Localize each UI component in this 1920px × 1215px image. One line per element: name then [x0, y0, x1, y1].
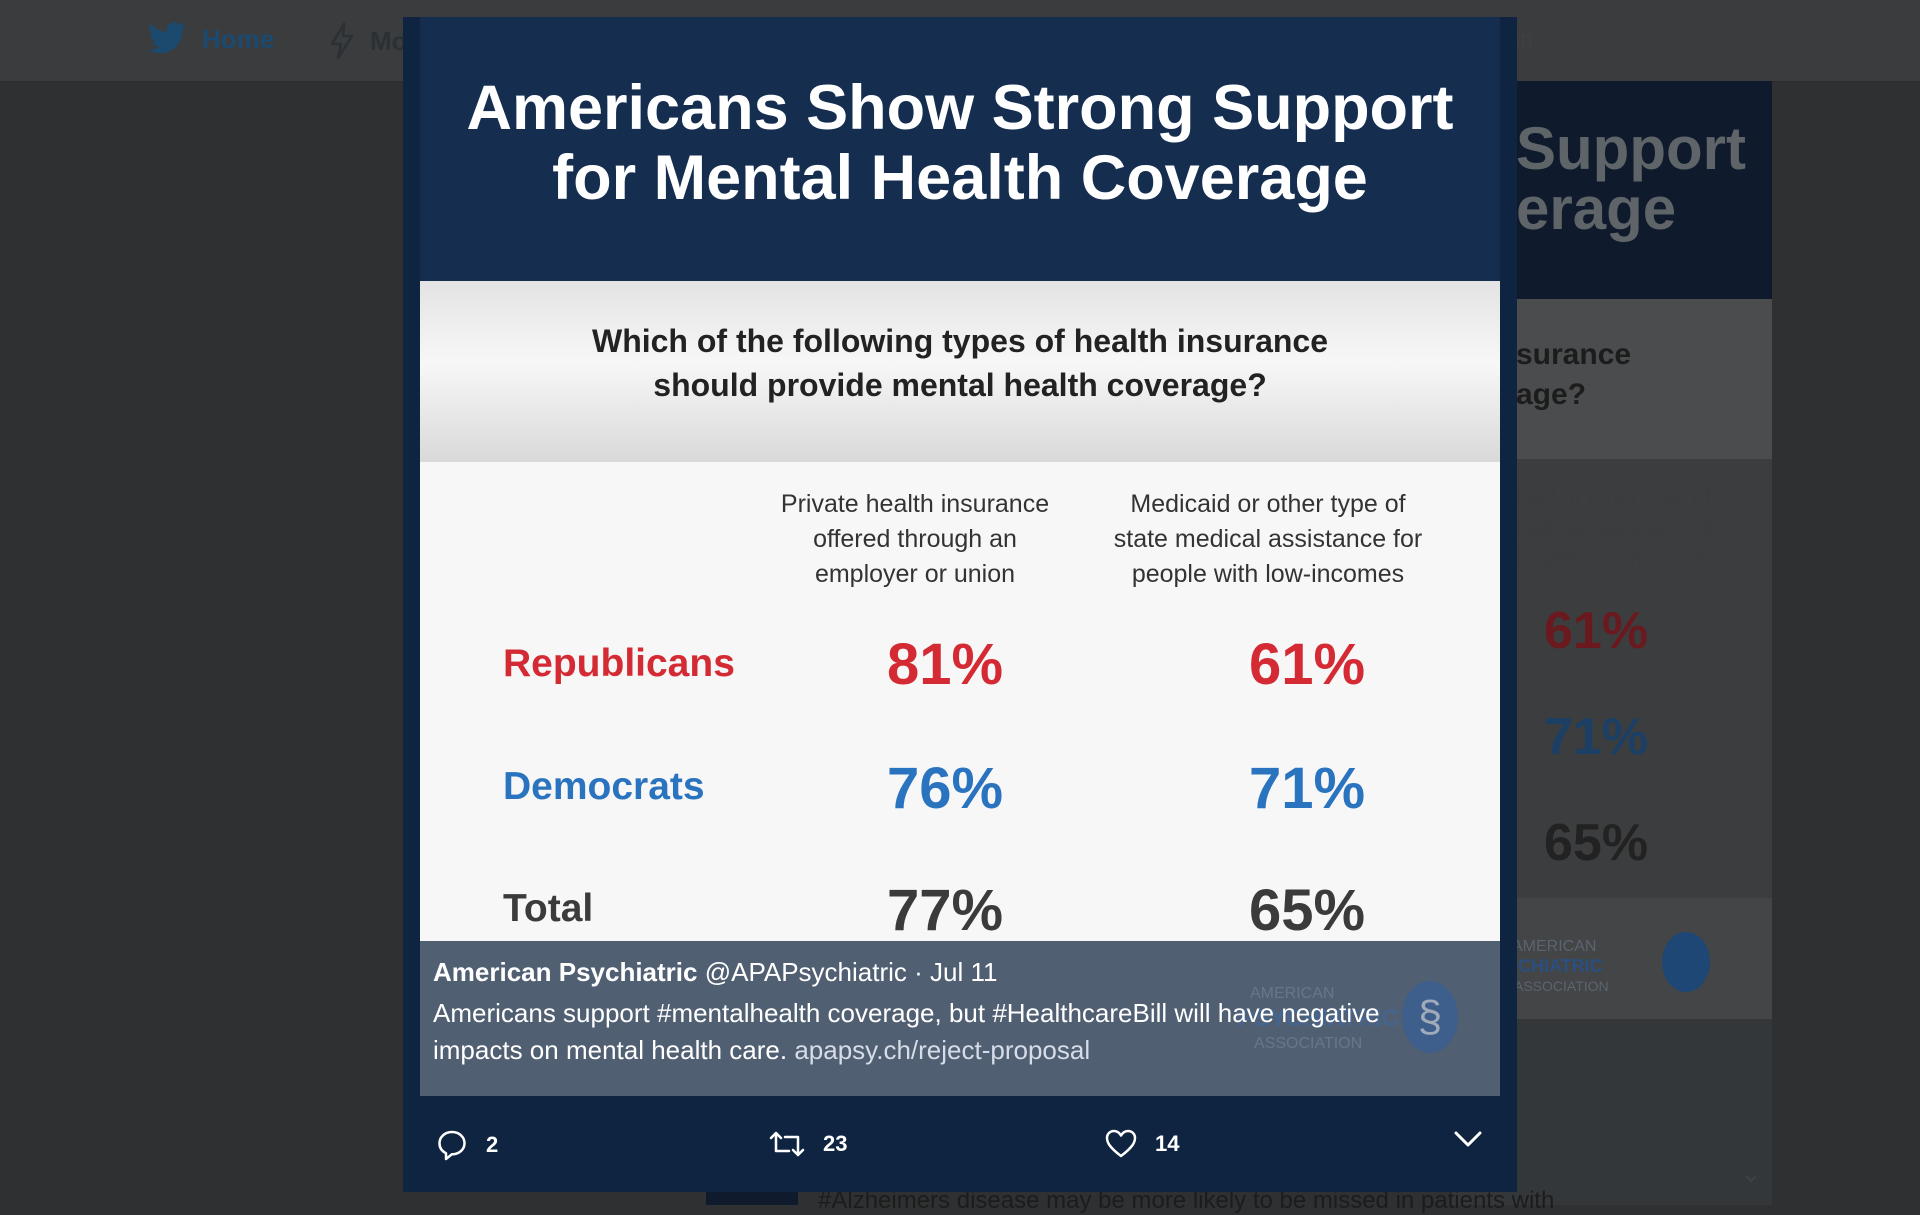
- separator: ·: [914, 957, 923, 987]
- infographic-header: [420, 17, 1500, 281]
- row-label-democrats: Democrats: [503, 765, 705, 808]
- apa-logo-icon: [1662, 932, 1710, 992]
- value-republicans-private: 81%: [886, 632, 1004, 697]
- tweet-caption-overlay: AMERICAN PSYCHIATRIC ASSOCIATION § Ameri…: [420, 941, 1500, 1096]
- background-column-line: le with low-incomes: [1516, 546, 1707, 571]
- value-total-private: 77%: [886, 878, 1004, 943]
- nav-home[interactable]: Home: [148, 22, 274, 56]
- reply-count: 2: [486, 1132, 499, 1157]
- tweet-link[interactable]: apapsy.ch/reject-proposal: [794, 1035, 1091, 1065]
- apa-logo-icon: §: [1402, 981, 1458, 1053]
- infographic-title: Americans Show Strong Support for Mental…: [420, 73, 1500, 213]
- background-tweet-thumbnail: [706, 1188, 798, 1205]
- apa-logo: AMERICAN PSYCHIATRIC ASSOCIATION §: [1238, 981, 1458, 1061]
- more-options-button[interactable]: [1453, 1129, 1483, 1149]
- author-name[interactable]: American Psychiatric: [433, 957, 698, 987]
- retweet-count: 23: [823, 1131, 848, 1156]
- value-republicans-medicaid: 61%: [1248, 632, 1366, 697]
- background-title-line: Support: [1516, 115, 1746, 182]
- tweet-media-modal: Americans Show Strong Support for Mental…: [403, 17, 1517, 1192]
- value-total-medicaid: 65%: [1248, 878, 1366, 943]
- background-value: 65%: [1544, 814, 1649, 872]
- retweet-button[interactable]: 23: [769, 1129, 847, 1159]
- background-question-line: age?: [1516, 378, 1587, 411]
- infographic-image[interactable]: Americans Show Strong Support for Mental…: [420, 17, 1500, 1096]
- infographic-title-line: for Mental Health Coverage: [552, 143, 1368, 213]
- column-header-line: Medicaid or other type of: [1130, 490, 1406, 518]
- logo-text: AMERICAN: [1250, 985, 1335, 1002]
- tweet-body: Americans support #mentalhealth coverage…: [433, 998, 1380, 1065]
- background-value: 71%: [1544, 708, 1649, 766]
- bird-icon: [148, 22, 186, 54]
- column-header-medicaid: Medicaid or other type of state medical …: [1103, 487, 1433, 592]
- background-value: 61%: [1544, 602, 1649, 660]
- background-title-line: erage: [1516, 175, 1677, 242]
- tweet-text: Americans support #mentalhealth coverage…: [433, 995, 1433, 1069]
- tweet-header: American Psychiatric @APAPsychiatric · J…: [433, 957, 997, 988]
- reply-icon: [438, 1130, 466, 1161]
- reply-button[interactable]: 2: [436, 1129, 498, 1161]
- survey-question-line: Which of the following types of health i…: [591, 323, 1329, 359]
- tweet-actions: 2 23 14: [403, 1129, 1517, 1179]
- background-logo-text: ASSOCIATION: [1514, 978, 1609, 994]
- retweet-icon: [769, 1131, 805, 1157]
- survey-question-line: should provide mental health coverage?: [653, 367, 1267, 403]
- column-header-line: state medical assistance for: [1113, 525, 1423, 553]
- value-democrats-private: 76%: [886, 756, 1004, 821]
- background-column-line: nedical assistance for: [1516, 515, 1728, 540]
- background-question-line: surance: [1516, 338, 1632, 371]
- logo-text: ASSOCIATION: [1254, 1035, 1363, 1052]
- lightning-icon: [330, 22, 354, 60]
- author-handle[interactable]: @APAPsychiatric: [704, 957, 907, 987]
- like-count: 14: [1155, 1131, 1180, 1156]
- like-button[interactable]: 14: [1105, 1129, 1179, 1159]
- row-label-republicans: Republicans: [503, 642, 735, 685]
- column-header-line: people with low-incomes: [1131, 560, 1405, 588]
- nav-moments[interactable]: Mo: [328, 22, 408, 60]
- heart-icon: [1105, 1129, 1137, 1158]
- infographic-title-line: Americans Show Strong Support: [466, 73, 1454, 143]
- nav-moments-label: Mo: [370, 25, 408, 56]
- logo-text: PSYCHIATRIC: [1238, 1005, 1399, 1032]
- value-democrats-medicaid: 71%: [1248, 756, 1366, 821]
- nav-home-label: Home: [202, 23, 275, 54]
- chevron-down-icon: [1454, 1131, 1482, 1147]
- background-column-header: caid or other type of nedical assistance…: [1516, 481, 1728, 574]
- column-header-line: employer or union: [814, 560, 1016, 588]
- chevron-down-icon[interactable]: ⌄: [1740, 1158, 1762, 1188]
- background-logo-text: AMERICAN: [1512, 938, 1597, 955]
- question-band: [420, 281, 1500, 462]
- background-column-line: caid or other type of: [1516, 484, 1711, 509]
- row-label-total: Total: [503, 887, 594, 930]
- column-header-line: Private health insurance: [780, 490, 1050, 518]
- survey-question: Which of the following types of health i…: [420, 319, 1500, 407]
- column-header-line: offered through an: [813, 525, 1017, 553]
- column-header-private: Private health insurance offered through…: [750, 487, 1080, 592]
- tweet-date[interactable]: Jul 11: [930, 957, 998, 987]
